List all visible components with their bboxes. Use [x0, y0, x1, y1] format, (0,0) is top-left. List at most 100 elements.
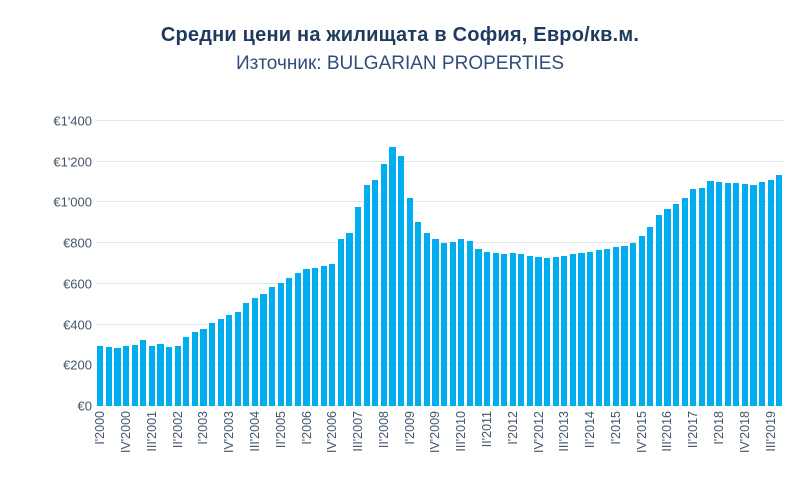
bar-IV'2001	[157, 343, 164, 406]
bar-III'2013	[561, 255, 568, 406]
bar-slot	[242, 121, 251, 406]
bar-I'2013	[544, 258, 551, 406]
bar-slot	[637, 121, 646, 406]
chart-subtitle: Източник: BULGARIAN PROPERTIES	[235, 53, 565, 74]
bar-III'2001	[148, 345, 155, 406]
x-tick-slot: IV'2009	[428, 411, 442, 481]
bar-III'2015	[630, 242, 637, 406]
bar-slot	[431, 121, 440, 406]
bar-slot	[173, 121, 182, 406]
x-tick-slot	[362, 411, 371, 481]
bar-II'2005	[277, 282, 284, 406]
bar-slot	[698, 121, 707, 406]
bar-slot	[388, 121, 397, 406]
bar-slot	[457, 121, 466, 406]
x-tick-slot: IV'2000	[119, 411, 133, 481]
x-tick-slot: IV'2012	[532, 411, 546, 481]
bar-III'2018	[733, 183, 740, 406]
bar-III'2016	[664, 208, 671, 406]
bar-slot	[199, 121, 208, 406]
bar-IV'2012	[535, 257, 542, 406]
bar-slot	[474, 121, 483, 406]
x-tick-slot	[311, 411, 320, 481]
bar-IV'2005	[294, 272, 302, 406]
bar-III'2009	[423, 232, 430, 406]
bar-I'2014	[578, 252, 585, 406]
bar-II'2009	[415, 221, 422, 406]
bar-slot	[414, 121, 423, 406]
bar-III'2014	[595, 250, 602, 406]
bar-slot	[302, 121, 311, 406]
bar-slot	[294, 121, 303, 406]
bar-IV'2018	[741, 184, 748, 406]
bar-I'2017	[681, 197, 688, 406]
x-tick-slot	[234, 411, 243, 481]
bar-IV'2008	[397, 156, 405, 406]
bar-slot	[680, 121, 689, 406]
bar-I'2003	[200, 328, 207, 406]
bar-I'2012	[509, 252, 516, 406]
bar-IV'2016	[672, 204, 680, 406]
bar-slot	[225, 121, 234, 406]
bar-slot	[362, 121, 371, 406]
gridline	[96, 201, 783, 203]
bar-III'2017	[698, 187, 705, 406]
bar-slot	[405, 121, 414, 406]
bar-slot	[234, 121, 243, 406]
bar-slot	[191, 121, 200, 406]
x-tick-slot	[749, 411, 758, 481]
gridline	[96, 160, 783, 162]
bar-slot	[646, 121, 655, 406]
bar-IV'2000	[122, 345, 130, 406]
bar-II'2010	[449, 241, 456, 406]
x-tick-slot: IV'2006	[325, 411, 339, 481]
x-tick-slot: III'2016	[660, 411, 674, 481]
bar-I'2002	[165, 346, 173, 406]
bar-IV'2004	[260, 294, 267, 406]
bar-IV'2002	[191, 331, 198, 406]
bar-III'2007	[355, 207, 362, 406]
bar-slot	[345, 121, 354, 406]
bar-III'2011	[492, 253, 499, 406]
bar-II'2008	[380, 163, 387, 406]
bar-slot	[689, 121, 698, 406]
bar-slot	[551, 121, 560, 406]
bar-slot	[268, 121, 277, 406]
bar-I'2006	[303, 269, 310, 406]
bar-slot	[603, 121, 612, 406]
bar-IV'2010	[466, 241, 473, 406]
bar-slot	[208, 121, 217, 406]
bar-IV'2003	[226, 315, 233, 406]
bar-slot	[766, 121, 775, 406]
bar-I'2008	[372, 180, 379, 406]
chart-title: Средни цени на жилищата в София, Евро/кв…	[160, 24, 640, 46]
bar-slot	[732, 121, 741, 406]
bar-slot	[285, 121, 294, 406]
bar-slot	[663, 121, 672, 406]
x-tick-slot: IV'2018	[738, 411, 752, 481]
y-tick-label: €1'400	[53, 113, 92, 129]
x-tick-slot	[105, 411, 114, 481]
bar-slot	[96, 121, 105, 406]
bar-slot	[276, 121, 285, 406]
bar-IV'2019	[776, 174, 783, 406]
bar-II'2012	[518, 254, 525, 406]
bar-slot	[448, 121, 457, 406]
bar-slot	[594, 121, 603, 406]
y-tick-label: €800	[63, 235, 92, 251]
bar-slot	[165, 121, 174, 406]
x-tick-slot: I'2003	[196, 411, 210, 481]
x-tick-slot	[388, 411, 397, 481]
bar-II'2017	[690, 189, 697, 406]
bar-I'2001	[131, 344, 138, 406]
gridline	[96, 242, 783, 244]
bar-slot	[500, 121, 509, 406]
bar-slot	[741, 121, 750, 406]
x-tick-slot	[259, 411, 268, 481]
gridline	[96, 323, 783, 325]
bar-slot	[466, 121, 475, 406]
bar-slot	[749, 121, 758, 406]
bar-slot	[130, 121, 139, 406]
bar-slot	[517, 121, 526, 406]
bar-I'2011	[475, 249, 482, 406]
